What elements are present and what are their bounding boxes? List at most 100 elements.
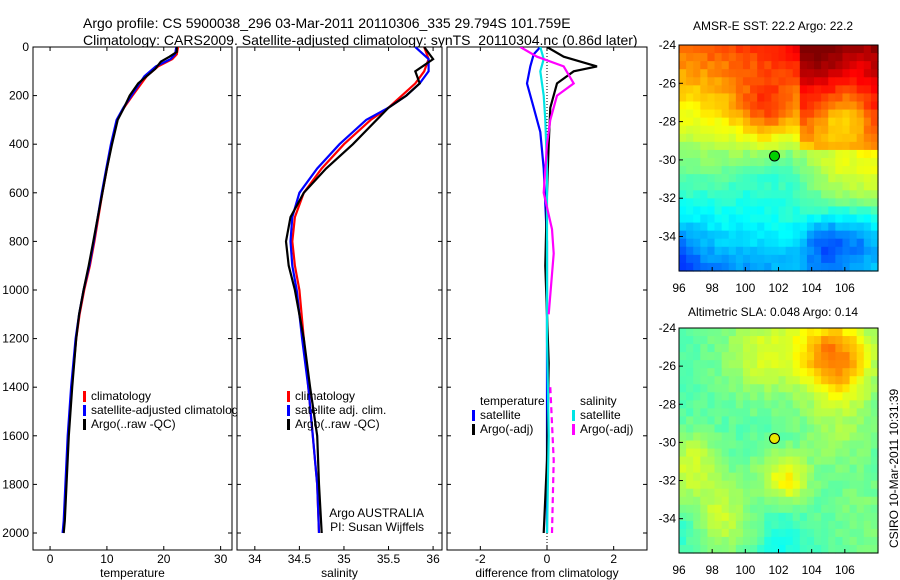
map-cell — [863, 109, 872, 119]
map-cell — [700, 472, 709, 482]
map-cell — [856, 190, 865, 199]
map-cell — [870, 109, 879, 119]
map-cell — [856, 368, 865, 377]
map-cell — [757, 246, 765, 256]
map-cell — [693, 360, 701, 369]
map-cell — [742, 133, 751, 143]
sst-map-xtick-label: 104 — [802, 281, 822, 295]
map-cell — [764, 174, 772, 183]
map-cell — [821, 198, 829, 208]
map-cell — [849, 182, 858, 191]
map-cell — [707, 496, 716, 506]
map-cell — [799, 536, 808, 546]
map-cell — [693, 352, 701, 361]
map-cell — [849, 448, 858, 458]
map-cell — [778, 85, 787, 95]
map-cell — [679, 536, 687, 546]
map-cell — [814, 520, 822, 530]
map-cell — [750, 368, 758, 377]
map-cell — [778, 344, 787, 353]
map-cell — [785, 77, 794, 86]
map-cell — [856, 448, 865, 458]
map-cell — [771, 53, 780, 62]
map-cell — [728, 512, 737, 522]
map-cell — [750, 214, 758, 224]
map-cell — [849, 61, 858, 70]
map-cell — [750, 69, 758, 78]
map-cell — [764, 352, 772, 361]
map-cell — [828, 408, 836, 417]
map-cell — [842, 182, 851, 191]
map-cell — [714, 536, 723, 546]
map-cell — [707, 432, 716, 442]
map-cell — [828, 141, 836, 151]
sst-map-xtick-label: 102 — [768, 281, 788, 295]
map-cell — [814, 376, 822, 385]
map-cell — [814, 512, 822, 522]
map-cell — [750, 384, 758, 393]
map-cell — [700, 222, 709, 232]
map-cell — [792, 93, 801, 103]
map-cell — [757, 440, 765, 450]
map-cell — [679, 352, 687, 361]
map-cell — [714, 141, 723, 151]
map-cell — [693, 109, 701, 119]
map-cell — [728, 246, 737, 256]
map-cell — [728, 384, 737, 393]
map-cell — [842, 101, 851, 111]
map-cell — [870, 408, 879, 417]
map-cell — [778, 528, 787, 538]
map-cell — [764, 190, 772, 199]
map-cell — [828, 464, 836, 474]
map-cell — [799, 61, 808, 70]
map-cell — [856, 158, 865, 167]
map-cell — [856, 544, 865, 554]
map-cell — [707, 77, 716, 86]
map-cell — [735, 214, 744, 224]
map-cell — [821, 344, 829, 353]
map-cell — [757, 392, 765, 401]
map-cell — [856, 520, 865, 530]
map-cell — [686, 149, 694, 159]
map-cell — [821, 158, 829, 167]
map-cell — [728, 166, 737, 175]
map-cell — [856, 109, 865, 119]
map-cell — [700, 61, 709, 70]
map-cell — [828, 536, 836, 546]
map-cell — [814, 536, 822, 546]
map-cell — [814, 440, 822, 450]
map-cell — [728, 400, 737, 409]
map-cell — [778, 448, 787, 458]
map-cell — [771, 504, 780, 514]
map-cell — [870, 206, 879, 216]
map-cell — [742, 254, 751, 264]
map-cell — [693, 133, 701, 143]
map-cell — [686, 166, 694, 175]
map-cell — [792, 198, 801, 208]
map-cell — [764, 101, 772, 111]
difference-legend-heading: salinity — [580, 394, 617, 408]
map-cell — [828, 69, 836, 78]
map-cell — [814, 198, 822, 208]
map-cell — [849, 424, 858, 434]
map-cell — [693, 166, 701, 175]
map-cell — [757, 93, 765, 103]
map-cell — [785, 214, 794, 224]
map-cell — [785, 69, 794, 78]
map-cell — [792, 214, 801, 224]
map-cell — [735, 69, 744, 78]
map-cell — [785, 336, 794, 345]
map-cell — [679, 262, 687, 272]
map-cell — [750, 109, 758, 119]
map-cell — [679, 198, 687, 208]
map-cell — [757, 480, 765, 490]
map-cell — [828, 222, 836, 232]
map-cell — [821, 101, 829, 111]
map-cell — [764, 392, 772, 401]
map-cell — [856, 166, 865, 175]
map-cell — [856, 230, 865, 240]
map-cell — [700, 408, 709, 417]
map-cell — [828, 424, 836, 434]
map-cell — [835, 125, 844, 135]
map-cell — [835, 472, 844, 482]
